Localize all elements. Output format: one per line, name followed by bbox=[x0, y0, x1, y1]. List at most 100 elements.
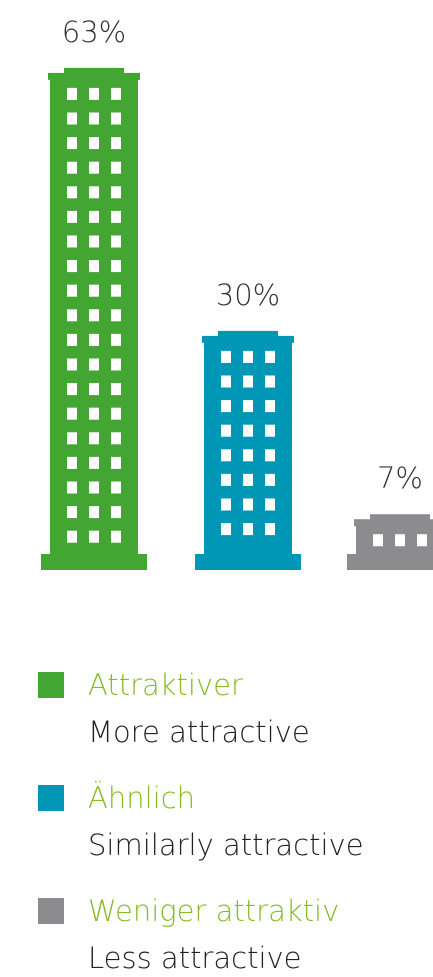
window bbox=[67, 333, 77, 346]
value-label: 7% bbox=[377, 461, 423, 495]
window bbox=[89, 432, 99, 445]
window bbox=[221, 400, 231, 413]
window bbox=[111, 235, 121, 248]
bar bbox=[347, 514, 433, 570]
window bbox=[265, 498, 275, 511]
window bbox=[67, 432, 77, 445]
window bbox=[89, 358, 99, 371]
value-label: 63% bbox=[62, 15, 126, 49]
legend-swatch bbox=[38, 672, 64, 698]
window bbox=[111, 530, 121, 543]
window bbox=[67, 87, 77, 100]
bar-roof bbox=[64, 67, 124, 75]
window bbox=[67, 358, 77, 371]
window bbox=[111, 284, 121, 297]
window bbox=[243, 473, 253, 486]
bar bbox=[195, 330, 301, 570]
window bbox=[221, 350, 231, 363]
window bbox=[111, 481, 121, 494]
window bbox=[89, 506, 99, 519]
window bbox=[265, 473, 275, 486]
window bbox=[395, 534, 405, 547]
window bbox=[111, 506, 121, 519]
window bbox=[221, 523, 231, 536]
window bbox=[89, 333, 99, 346]
window bbox=[89, 383, 99, 396]
window bbox=[221, 375, 231, 388]
window bbox=[221, 449, 231, 462]
value-label: 30% bbox=[216, 278, 280, 312]
legend-description: Similarly attractive bbox=[88, 828, 364, 862]
window bbox=[89, 112, 99, 125]
bar bbox=[41, 67, 147, 570]
window bbox=[67, 456, 77, 469]
window bbox=[243, 400, 253, 413]
window bbox=[243, 350, 253, 363]
window bbox=[89, 309, 99, 322]
window bbox=[67, 481, 77, 494]
bar-cap bbox=[48, 72, 140, 80]
window bbox=[265, 449, 275, 462]
window bbox=[265, 400, 275, 413]
window bbox=[89, 137, 99, 150]
window bbox=[89, 235, 99, 248]
window bbox=[111, 358, 121, 371]
window bbox=[67, 112, 77, 125]
window bbox=[89, 456, 99, 469]
bar-cap bbox=[354, 519, 433, 527]
window bbox=[67, 260, 77, 273]
window bbox=[67, 530, 77, 543]
window bbox=[111, 87, 121, 100]
window bbox=[265, 424, 275, 437]
legend-swatch bbox=[38, 785, 64, 811]
window bbox=[221, 424, 231, 437]
window bbox=[67, 284, 77, 297]
window bbox=[67, 407, 77, 420]
window bbox=[111, 456, 121, 469]
bar-base bbox=[195, 554, 301, 570]
legend-swatch bbox=[38, 898, 64, 924]
window bbox=[67, 161, 77, 174]
window bbox=[265, 375, 275, 388]
window bbox=[111, 407, 121, 420]
window bbox=[67, 309, 77, 322]
window bbox=[111, 432, 121, 445]
legend-description: More attractive bbox=[88, 715, 310, 749]
window bbox=[111, 161, 121, 174]
window bbox=[243, 449, 253, 462]
window bbox=[67, 383, 77, 396]
window bbox=[111, 186, 121, 199]
bar-roof bbox=[218, 330, 278, 338]
window bbox=[221, 473, 231, 486]
legend-description: Less attractive bbox=[88, 941, 302, 975]
legend-label: Weniger attraktiv bbox=[88, 894, 339, 928]
bar-base bbox=[347, 554, 433, 570]
bar-base bbox=[41, 554, 147, 570]
legend-label: Ähnlich bbox=[88, 781, 195, 815]
window bbox=[111, 383, 121, 396]
window bbox=[89, 210, 99, 223]
window bbox=[243, 498, 253, 511]
bar-cap bbox=[202, 335, 294, 343]
bar-body bbox=[204, 338, 292, 554]
legend-label: Attraktiver bbox=[88, 668, 243, 702]
window bbox=[221, 498, 231, 511]
window bbox=[67, 186, 77, 199]
window bbox=[89, 530, 99, 543]
window bbox=[111, 309, 121, 322]
window bbox=[265, 523, 275, 536]
window bbox=[89, 161, 99, 174]
window bbox=[89, 186, 99, 199]
window bbox=[417, 534, 427, 547]
window bbox=[243, 523, 253, 536]
window bbox=[89, 481, 99, 494]
window bbox=[67, 235, 77, 248]
window bbox=[111, 112, 121, 125]
window bbox=[111, 210, 121, 223]
window bbox=[265, 350, 275, 363]
window bbox=[67, 210, 77, 223]
window bbox=[243, 424, 253, 437]
window bbox=[89, 284, 99, 297]
